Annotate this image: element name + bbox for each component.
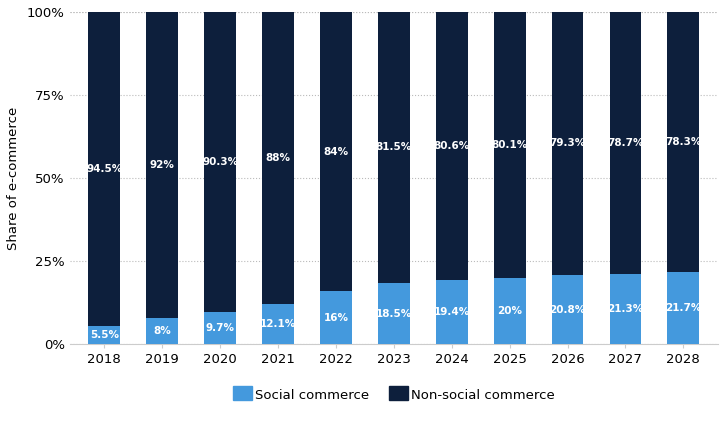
Bar: [610, 274, 642, 345]
Text: 20%: 20%: [497, 306, 522, 316]
Text: 16%: 16%: [323, 313, 349, 323]
Y-axis label: Share of e-commerce: Share of e-commerce: [7, 107, 20, 250]
Text: 9.7%: 9.7%: [206, 323, 235, 333]
Bar: [494, 278, 526, 345]
Legend: Social commerce, Non-social commerce: Social commerce, Non-social commerce: [228, 384, 560, 408]
Bar: [494, 12, 526, 278]
Text: 81.5%: 81.5%: [376, 143, 412, 152]
Text: 78.7%: 78.7%: [607, 138, 644, 148]
Bar: [146, 318, 178, 345]
Text: 19.4%: 19.4%: [434, 307, 470, 317]
Text: 8%: 8%: [154, 326, 171, 336]
Bar: [436, 280, 468, 345]
Text: 94.5%: 94.5%: [86, 164, 123, 174]
Text: 80.1%: 80.1%: [492, 140, 528, 150]
Text: 88%: 88%: [265, 153, 291, 163]
Text: 92%: 92%: [150, 160, 175, 170]
Bar: [146, 12, 178, 318]
Bar: [320, 12, 352, 291]
Bar: [610, 12, 642, 274]
Text: 21.3%: 21.3%: [608, 304, 644, 314]
Text: 78.3%: 78.3%: [665, 137, 702, 147]
Text: 12.1%: 12.1%: [260, 319, 297, 329]
Text: 90.3%: 90.3%: [202, 157, 239, 167]
Text: 20.8%: 20.8%: [550, 305, 586, 315]
Bar: [262, 12, 294, 304]
Text: 5.5%: 5.5%: [90, 330, 119, 340]
Bar: [668, 12, 699, 272]
Bar: [204, 12, 236, 312]
Bar: [552, 12, 584, 275]
Bar: [204, 312, 236, 345]
Bar: [378, 12, 410, 283]
Bar: [436, 12, 468, 280]
Bar: [88, 12, 120, 326]
Bar: [320, 291, 352, 345]
Bar: [88, 326, 120, 345]
Text: 84%: 84%: [323, 147, 349, 156]
Text: 80.6%: 80.6%: [434, 141, 470, 151]
Text: 18.5%: 18.5%: [376, 309, 412, 319]
Bar: [668, 272, 699, 345]
Text: 79.3%: 79.3%: [550, 139, 586, 148]
Bar: [552, 275, 584, 345]
Bar: [378, 283, 410, 345]
Text: 21.7%: 21.7%: [665, 303, 702, 313]
Bar: [262, 304, 294, 345]
